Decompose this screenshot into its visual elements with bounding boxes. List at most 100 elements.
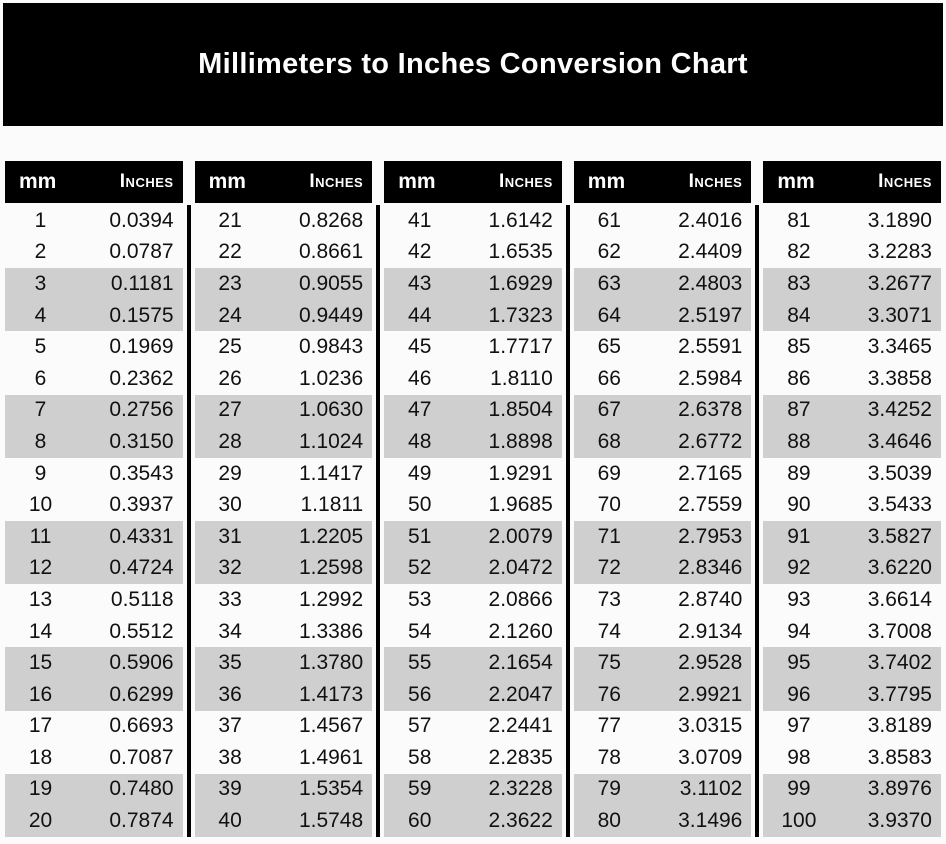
mm-value: 44 xyxy=(408,303,432,327)
inches-value: 3.2283 xyxy=(867,240,932,264)
inches-value: 0.2362 xyxy=(109,366,174,390)
mm-value: 19 xyxy=(28,777,53,801)
inches-value: 0.3543 xyxy=(109,461,174,485)
conversion-table-5: mm Inches 81 3.1890 82 3.2283 83 3.2677 84 3.3071… xyxy=(763,161,941,837)
table-row: 80 3.1496 xyxy=(573,805,752,837)
mm-value: 97 xyxy=(787,714,811,738)
inches-value: 3.1890 xyxy=(867,208,932,232)
mm-value: 64 xyxy=(597,303,621,327)
table-row: 22 0.8661 xyxy=(195,237,373,269)
table-row: 18 0.7087 xyxy=(5,742,183,774)
inches-value: 2.8346 xyxy=(678,556,743,580)
table-header: mm Inches xyxy=(5,161,183,203)
mm-value: 34 xyxy=(218,619,242,643)
mm-value: 82 xyxy=(787,240,811,264)
table-row: 87 3.4252 xyxy=(763,394,941,427)
inches-value: 0.0787 xyxy=(109,240,174,264)
table-row: 58 2.2835 xyxy=(384,742,562,774)
mm-value: 28 xyxy=(218,429,242,453)
mm-value: 52 xyxy=(408,556,432,580)
mm-value: 94 xyxy=(787,619,811,643)
inches-value: 2.8740 xyxy=(678,587,743,611)
table-row: 50 1.9685 xyxy=(384,489,562,521)
table-divider xyxy=(372,161,384,837)
inches-value: 2.5591 xyxy=(678,335,743,359)
table-row: 10 0.3937 xyxy=(5,489,183,521)
table-row: 88 3.4646 xyxy=(763,426,941,458)
table-row: 7 0.2756 xyxy=(5,394,183,427)
mm-value: 90 xyxy=(787,493,811,517)
mm-value: 83 xyxy=(787,271,811,295)
inches-value: 2.4803 xyxy=(678,271,743,295)
table-row: 98 3.8583 xyxy=(763,742,941,774)
table-row: 62 2.4409 xyxy=(574,237,752,269)
table-row: 93 3.6614 xyxy=(763,584,941,616)
inches-value: 3.7402 xyxy=(867,651,932,675)
table-row: 99 3.8976 xyxy=(763,773,941,806)
mm-value: 36 xyxy=(218,682,242,706)
inches-value: 2.6772 xyxy=(678,429,743,453)
table-row: 2 0.0787 xyxy=(5,237,183,269)
mm-value: 99 xyxy=(787,777,811,801)
mm-value: 68 xyxy=(597,429,621,453)
inches-value: 1.5748 xyxy=(298,809,364,833)
table-row: 25 0.9843 xyxy=(195,331,373,363)
mm-value: 13 xyxy=(28,587,53,611)
mm-value: 2 xyxy=(34,240,47,264)
table-row: 60 2.3622 xyxy=(384,805,562,837)
mm-value: 17 xyxy=(28,714,53,738)
table-row: 53 2.0866 xyxy=(384,584,562,616)
inches-column-header: Inches xyxy=(119,171,174,192)
table-row: 24 0.9449 xyxy=(194,299,373,332)
table-row: 95 3.7402 xyxy=(763,647,941,679)
inches-value: 2.4016 xyxy=(678,208,743,232)
conversion-table-1: mm Inches 1 0.0394 2 0.0787 3 0.1181 4 0.1575 5 0.1… xyxy=(5,161,183,837)
table-row: 38 1.4961 xyxy=(195,742,373,774)
inches-value: 1.8898 xyxy=(488,429,553,453)
table-row: 81 3.1890 xyxy=(763,205,941,237)
mm-value: 48 xyxy=(408,429,432,453)
inches-value: 0.4331 xyxy=(109,524,174,548)
table-row: 27 1.0630 xyxy=(194,394,373,427)
table-row: 57 2.2441 xyxy=(384,711,562,743)
inches-value: 2.9134 xyxy=(678,619,743,643)
inches-value: 1.6142 xyxy=(488,208,553,232)
conversion-table-3: mm Inches 41 1.6142 42 1.6535 43 1.6929 44 1.7323… xyxy=(384,161,562,837)
inches-value: 0.8661 xyxy=(298,240,364,264)
inches-value: 2.7953 xyxy=(678,524,743,548)
table-row: 37 1.4567 xyxy=(195,711,373,743)
table-row: 55 2.1654 xyxy=(384,647,562,679)
inches-value: 3.3465 xyxy=(867,335,932,359)
mm-value: 63 xyxy=(597,271,621,295)
title-banner: Millimeters to Inches Conversion Chart xyxy=(3,3,943,126)
table-header: mm Inches xyxy=(194,161,373,203)
inches-value: 3.8583 xyxy=(867,745,932,769)
table-row: 28 1.1024 xyxy=(194,426,373,458)
mm-value: 24 xyxy=(218,303,242,327)
inches-value: 1.2992 xyxy=(298,587,364,611)
table-row: 16 0.6299 xyxy=(5,678,183,711)
inches-column-header: Inches xyxy=(878,171,932,192)
inches-value: 2.3228 xyxy=(488,777,553,801)
inches-value: 1.2598 xyxy=(298,556,364,580)
table-row: 34 1.3386 xyxy=(195,616,373,648)
mm-value: 53 xyxy=(408,587,432,611)
mm-value: 89 xyxy=(787,461,811,485)
mm-value: 80 xyxy=(597,809,621,833)
mm-value: 74 xyxy=(597,619,621,643)
table-row: 48 1.8898 xyxy=(384,426,562,458)
inches-value: 2.9921 xyxy=(678,682,743,706)
mm-value: 79 xyxy=(597,777,621,801)
mm-value: 22 xyxy=(218,240,242,264)
mm-value: 39 xyxy=(218,777,242,801)
table-row: 11 0.4331 xyxy=(5,520,183,553)
inches-value: 0.1575 xyxy=(109,303,174,327)
table-row: 45 1.7717 xyxy=(384,331,562,363)
table-row: 9 0.3543 xyxy=(5,458,183,490)
table-divider xyxy=(562,161,574,837)
mm-value: 42 xyxy=(408,240,432,264)
inches-value: 1.8110 xyxy=(490,366,553,390)
inches-value: 3.3071 xyxy=(867,303,932,327)
table-row: 61 2.4016 xyxy=(574,205,752,237)
